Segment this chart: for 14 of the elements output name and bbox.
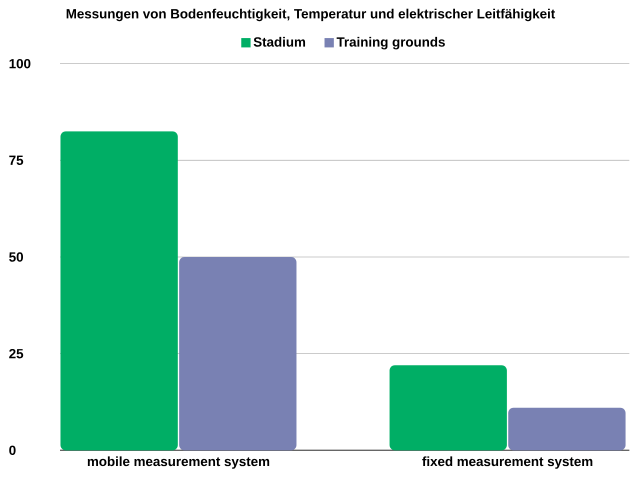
bar	[390, 365, 507, 450]
y-tick-label: 75	[9, 156, 24, 165]
bar	[508, 408, 626, 450]
x-tick-label: fixed measurement system	[422, 456, 592, 469]
legend-label: Stadium	[254, 36, 306, 47]
y-tick-label: 0	[9, 446, 16, 456]
x-tick-label: mobile measurement system	[88, 456, 270, 469]
legend-label: Training grounds	[336, 36, 445, 50]
chart-title: Messungen von Bodenfeuchtigkeit, Temperatur und elektrischer Leitfähigkeit	[66, 8, 556, 22]
y-tick-label: 100	[10, 58, 30, 68]
bar	[179, 256, 296, 450]
bar	[60, 131, 178, 450]
y-tick-label: 50	[9, 252, 24, 262]
y-tick-label: 25	[9, 348, 24, 358]
